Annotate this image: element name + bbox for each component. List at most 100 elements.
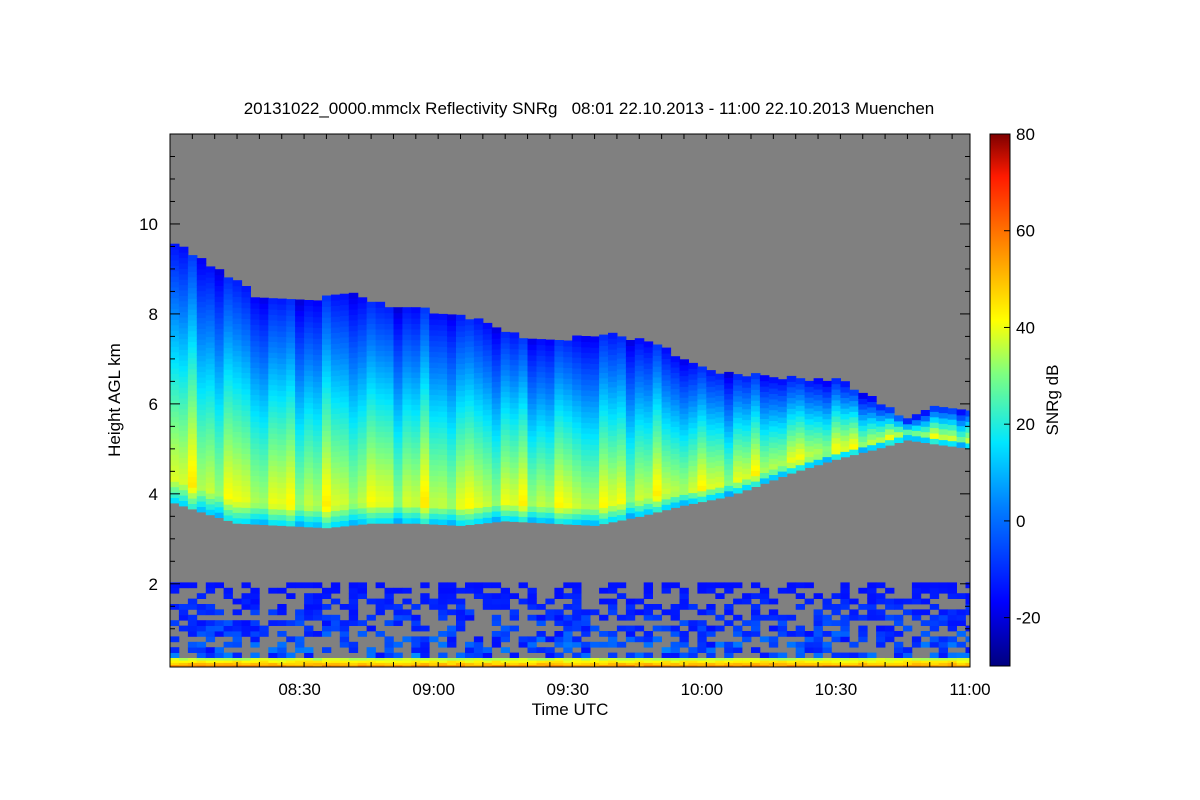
heatmap-cell-cloud	[420, 474, 430, 481]
heatmap-cell-cloud	[643, 411, 654, 418]
heatmap-cell-clutter	[706, 658, 716, 661]
heatmap-cell-noise	[572, 620, 582, 626]
heatmap-cell-cloud	[214, 317, 225, 324]
heatmap-cell-cloud	[241, 474, 251, 481]
heatmap-cell-cloud	[509, 386, 520, 393]
heatmap-cell-cloud	[688, 400, 698, 407]
heatmap-cell-cloud	[295, 445, 305, 452]
heatmap-cell-cloud	[420, 437, 430, 444]
heatmap-cell-noise	[465, 587, 475, 594]
heatmap-cell-cloud	[322, 300, 332, 307]
heatmap-cell-cloud	[697, 366, 707, 373]
heatmap-cell-cloud	[393, 388, 403, 395]
heatmap-cell-cloud	[393, 517, 403, 524]
heatmap-cell-cloud	[804, 440, 815, 447]
heatmap-cell-noise	[920, 582, 931, 589]
heatmap-cell-cloud	[402, 479, 412, 486]
heatmap-cell-cloud	[465, 470, 475, 477]
heatmap-cell-cloud	[187, 346, 198, 353]
heatmap-cell-clutter	[742, 658, 752, 661]
heatmap-cell-cloud	[170, 421, 180, 428]
heatmap-cell-cloud	[527, 500, 537, 507]
heatmap-cell-noise	[929, 625, 940, 632]
heatmap-cell-noise	[375, 652, 385, 659]
heatmap-cell-noise	[339, 604, 350, 610]
heatmap-cell-cloud	[402, 334, 412, 341]
heatmap-cell-clutter	[956, 664, 966, 667]
heatmap-cell-cloud	[429, 513, 439, 520]
heatmap-cell-cloud	[178, 311, 189, 318]
heatmap-cell-clutter	[599, 658, 609, 661]
heatmap-cell-clutter	[402, 662, 412, 666]
heatmap-cell-noise	[223, 625, 233, 632]
heatmap-cell-cloud	[849, 422, 859, 429]
heatmap-cell-cloud	[393, 479, 403, 486]
heatmap-cell-cloud	[348, 336, 359, 342]
heatmap-cell-cloud	[357, 513, 368, 520]
heatmap-cell-cloud	[759, 440, 770, 446]
heatmap-cell-cloud	[545, 447, 555, 454]
heatmap-cell-noise	[804, 582, 814, 589]
heatmap-cell-cloud	[268, 298, 278, 305]
heatmap-cell-cloud	[241, 448, 251, 454]
heatmap-cell-cloud	[402, 339, 412, 346]
heatmap-cell-cloud	[894, 426, 904, 433]
heatmap-cell-cloud	[411, 307, 421, 314]
heatmap-cell-cloud	[366, 485, 377, 492]
heatmap-cell-cloud	[232, 312, 243, 319]
heatmap-cell-cloud	[482, 409, 493, 416]
heatmap-cell-noise	[295, 647, 305, 653]
heatmap-cell-cloud	[393, 436, 403, 443]
heatmap-cell-clutter	[170, 660, 180, 663]
heatmap-cell-cloud	[554, 496, 564, 503]
heatmap-cell-cloud	[518, 467, 529, 474]
heatmap-cell-cloud	[170, 454, 180, 461]
heatmap-cell-cloud	[411, 436, 421, 443]
heatmap-cell-clutter	[608, 662, 618, 666]
heatmap-cell-cloud	[634, 435, 645, 442]
heatmap-cell-clutter	[804, 662, 814, 666]
heatmap-cell-noise	[214, 652, 224, 659]
heatmap-cell-cloud	[304, 483, 314, 490]
heatmap-cell-cloud	[679, 391, 689, 398]
heatmap-cell-cloud	[554, 377, 564, 384]
heatmap-cell-cloud	[867, 444, 877, 451]
heatmap-cell-cloud	[366, 345, 377, 351]
heatmap-cell-cloud	[759, 461, 770, 468]
heatmap-cell-noise	[500, 625, 510, 632]
heatmap-cell-cloud	[795, 464, 806, 471]
heatmap-cell-cloud	[661, 428, 672, 435]
heatmap-cell-cloud	[456, 363, 466, 370]
heatmap-cell-cloud	[804, 391, 815, 398]
heatmap-cell-cloud	[572, 481, 582, 488]
heatmap-cell-cloud	[813, 378, 824, 385]
heatmap-cell-noise	[751, 625, 761, 632]
heatmap-cell-noise	[330, 598, 341, 605]
heatmap-cell-cloud	[339, 299, 350, 306]
heatmap-cell-cloud	[527, 381, 537, 388]
heatmap-cell-cloud	[536, 517, 546, 524]
heatmap-cell-cloud	[232, 501, 243, 508]
heatmap-cell-noise	[232, 625, 242, 632]
heatmap-cell-clutter	[733, 662, 743, 666]
heatmap-cell-cloud	[661, 412, 672, 419]
heatmap-cell-cloud	[679, 467, 689, 474]
heatmap-cell-noise	[500, 604, 510, 610]
heatmap-cell-noise	[831, 652, 841, 659]
heatmap-cell-cloud	[295, 385, 305, 392]
heatmap-cell-cloud	[402, 328, 412, 335]
heatmap-cell-noise	[196, 609, 207, 616]
heatmap-cell-clutter	[241, 658, 251, 661]
heatmap-cell-cloud	[339, 380, 350, 386]
heatmap-cell-cloud	[429, 362, 439, 368]
heatmap-cell-noise	[170, 582, 180, 589]
heatmap-cell-cloud	[330, 440, 341, 447]
heatmap-cell-cloud	[724, 485, 734, 492]
heatmap-cell-cloud	[313, 483, 323, 490]
heatmap-cell-noise	[885, 614, 895, 621]
heatmap-cell-cloud	[330, 321, 341, 328]
heatmap-cell-clutter	[223, 660, 233, 663]
heatmap-cell-cloud	[313, 386, 323, 393]
heatmap-cell-cloud	[733, 411, 743, 418]
heatmap-cell-noise	[491, 582, 502, 589]
